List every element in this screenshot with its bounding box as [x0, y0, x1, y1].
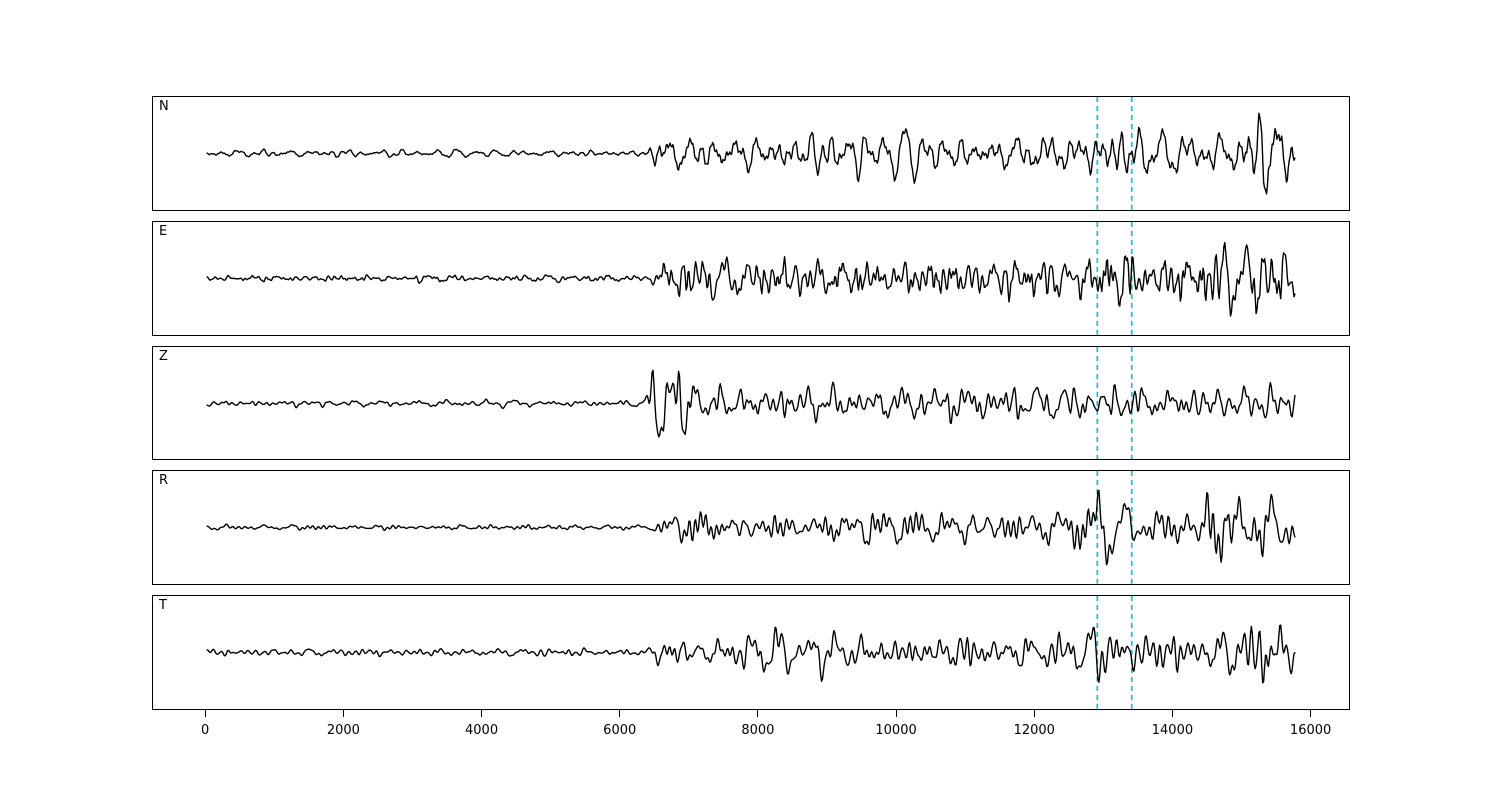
- waveform-N: [206, 112, 1296, 195]
- trace-label-N: N: [159, 99, 169, 114]
- trace-panel-T: T: [152, 595, 1350, 710]
- x-axis: 0 2000 4000 6000 8000 10000 12000 14000 16000: [152, 710, 1350, 755]
- trace-panel-N: N: [152, 96, 1350, 211]
- x-tick-mark: [1171, 710, 1173, 717]
- trace-label-R: R: [159, 473, 169, 489]
- x-tick-mark: [757, 710, 759, 717]
- x-tick-label: 10000: [875, 723, 917, 738]
- x-tick-label: 2000: [326, 723, 360, 738]
- trace-panel-E: E: [152, 220, 1350, 336]
- waveform-E: [206, 241, 1296, 317]
- trace-plot-T: [206, 596, 1296, 709]
- x-tick-mark: [481, 710, 483, 717]
- trace-plot-E: [206, 221, 1296, 335]
- trace-panel-R: R: [152, 470, 1350, 586]
- x-tick-label: 16000: [1289, 723, 1332, 738]
- trace-plot-R: [206, 471, 1296, 585]
- x-tick-mark: [1033, 710, 1035, 717]
- x-tick-mark: [895, 710, 897, 717]
- x-tick-mark: [342, 710, 344, 717]
- x-tick-label: 6000: [603, 723, 637, 738]
- x-tick-label: 12000: [1013, 723, 1055, 738]
- x-tick-label: 4000: [465, 723, 499, 738]
- x-tick-label: 0: [201, 723, 210, 738]
- waveform-R: [206, 490, 1296, 566]
- x-tick-label: 8000: [741, 723, 775, 738]
- waveform-T: [206, 624, 1296, 684]
- x-tick-mark: [1310, 710, 1312, 717]
- trace-plot-Z: [206, 346, 1296, 460]
- trace-label-E: E: [159, 223, 168, 239]
- x-tick-mark: [619, 710, 621, 717]
- x-tick-label: 14000: [1151, 723, 1194, 738]
- trace-plot-N: [206, 97, 1296, 210]
- panels: N E Z R T: [152, 96, 1350, 710]
- trace-label-T: T: [159, 598, 167, 614]
- trace-panel-Z: Z: [152, 345, 1350, 461]
- waveform-Z: [206, 369, 1296, 438]
- trace-label-Z: Z: [159, 348, 168, 364]
- x-tick-mark: [204, 710, 206, 717]
